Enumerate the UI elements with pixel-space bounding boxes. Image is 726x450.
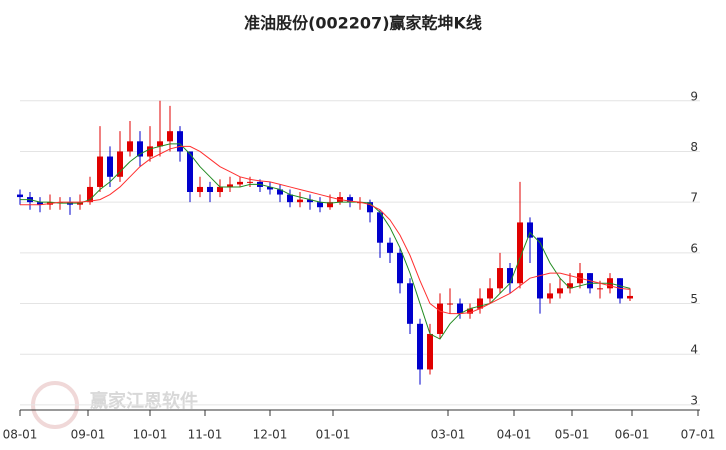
y-tick-label: 3 <box>690 393 698 407</box>
candle-body <box>327 202 333 208</box>
candle-body <box>527 222 533 238</box>
candle-body <box>487 288 493 299</box>
watermark: 赢家江恩软件 <box>90 390 198 412</box>
candle-body <box>247 181 253 183</box>
x-tick-label: 01-01 <box>316 428 351 442</box>
candle-body <box>17 194 23 198</box>
x-tick-label: 06-01 <box>615 428 650 442</box>
chart-title: 准油股份(002207)赢家乾坤K线 <box>244 14 482 33</box>
candle-body <box>517 222 523 284</box>
candle-body <box>187 151 193 193</box>
x-tick-label: 11-01 <box>188 428 223 442</box>
candle-body <box>407 283 413 324</box>
moving-average <box>20 143 631 340</box>
x-tick-label: 05-01 <box>555 428 590 442</box>
candle-body <box>97 156 103 187</box>
x-tick-label: 09-01 <box>71 428 106 442</box>
candle-body <box>147 146 153 157</box>
candle-body <box>467 308 473 314</box>
candle-body <box>387 242 393 253</box>
candle-body <box>347 197 353 203</box>
y-tick-label: 9 <box>690 89 698 103</box>
x-tick-label: 12-01 <box>253 428 288 442</box>
candle-body <box>447 303 453 305</box>
candle-body <box>227 184 233 187</box>
candle-body <box>477 298 483 309</box>
candle-body <box>107 156 113 177</box>
moving-average <box>20 145 631 315</box>
candle-body <box>287 194 293 203</box>
y-tick-label: 5 <box>690 292 698 306</box>
candle-body <box>237 181 243 185</box>
candle-body <box>307 199 313 203</box>
y-tick-label: 7 <box>690 191 698 205</box>
candle-body <box>597 288 603 290</box>
candle-body <box>507 268 513 284</box>
candle-body <box>377 212 383 243</box>
x-tick-label: 03-01 <box>431 428 466 442</box>
y-tick-label: 6 <box>690 241 698 255</box>
candle-body <box>457 303 463 314</box>
candle-body <box>437 303 443 334</box>
x-tick-label: 10-01 <box>133 428 168 442</box>
candle-body <box>297 199 303 203</box>
candle-body <box>367 202 373 213</box>
candle-body <box>547 293 553 299</box>
candle-body <box>557 288 563 294</box>
candle-body <box>397 252 403 284</box>
candle-body <box>167 131 173 142</box>
candle-body <box>427 333 433 370</box>
candle-body <box>277 189 283 195</box>
candle-body <box>537 237 543 299</box>
candle-body <box>177 131 183 152</box>
y-tick-label: 4 <box>690 343 698 357</box>
candle-body <box>137 141 143 157</box>
candle-body <box>567 283 573 289</box>
candle-body <box>37 202 43 205</box>
candle-body <box>157 141 163 147</box>
candle-body <box>497 268 503 289</box>
x-tick-label: 04-01 <box>497 428 532 442</box>
candle-body <box>207 186 213 193</box>
candle-body <box>417 323 423 370</box>
candle-body <box>267 186 273 190</box>
candle-body <box>627 295 633 299</box>
candle-body <box>127 141 133 152</box>
candle-body <box>197 186 203 193</box>
candle-body <box>217 186 223 193</box>
x-tick-label: 07-01 <box>681 428 716 442</box>
candle-body <box>117 151 123 177</box>
x-tick-label: 08-01 <box>3 428 38 442</box>
y-tick-label: 8 <box>690 140 698 154</box>
candle-body <box>317 202 323 208</box>
candle-body <box>87 186 93 203</box>
